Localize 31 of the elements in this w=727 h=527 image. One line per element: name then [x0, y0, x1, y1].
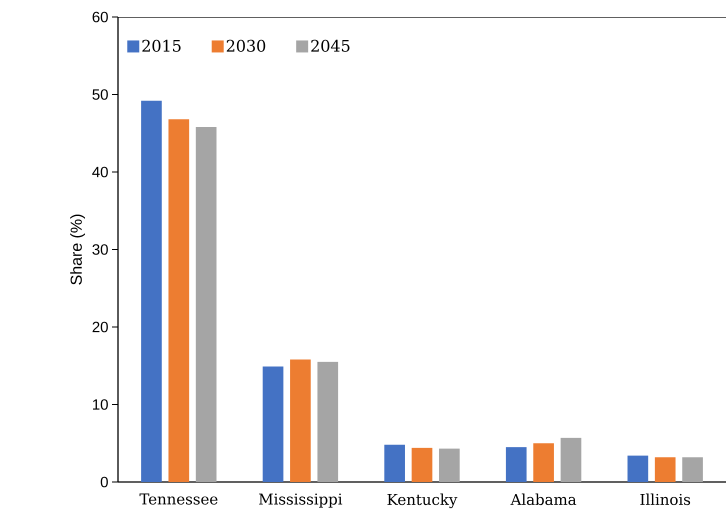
y-tick-label: 10 [92, 399, 108, 410]
bar [439, 448, 460, 482]
bar [654, 457, 676, 482]
y-tick-label: 40 [92, 166, 108, 178]
bar [533, 443, 554, 482]
bar [560, 438, 582, 482]
x-tick-label: Illinois [640, 494, 690, 506]
x-tick-label: Mississippi [259, 494, 342, 508]
y-tick-label: 30 [92, 244, 108, 255]
bar [196, 127, 216, 482]
legend-label: 2030 [226, 40, 266, 52]
x-tick-label: Tennessee [140, 494, 218, 505]
bar [412, 448, 432, 482]
y-tick-label: 50 [92, 89, 108, 100]
y-tick-label: 20 [92, 322, 108, 332]
bar [317, 362, 338, 482]
bar [168, 119, 190, 482]
bar [628, 456, 648, 482]
x-tick-label: Kentucky [387, 494, 458, 508]
y-tick-label: 60 [92, 12, 108, 22]
bar [384, 444, 405, 482]
y-axis-title: Share (%) [70, 214, 86, 285]
x-tick-label: Alabama [510, 494, 576, 506]
legend-label: 2015 [142, 40, 181, 52]
legend-label: 2045 [311, 40, 350, 52]
bar [506, 447, 527, 482]
bar [262, 366, 284, 482]
bar [290, 360, 311, 482]
bar [141, 100, 162, 482]
bar [682, 457, 703, 482]
y-tick-label: 0 [100, 476, 108, 488]
